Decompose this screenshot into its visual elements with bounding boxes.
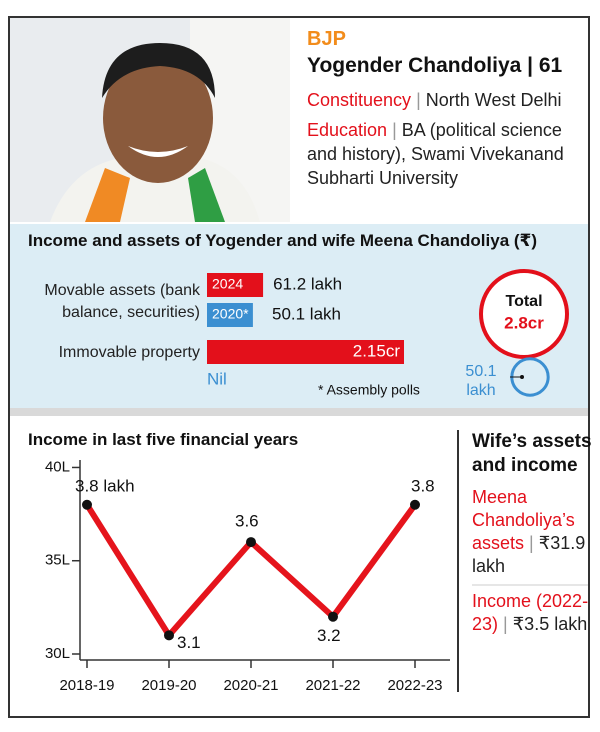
party: BJP (307, 28, 346, 50)
divider: | (392, 120, 397, 140)
constituency: Constituency | North West Delhi (307, 88, 592, 112)
point (328, 611, 338, 622)
total-value: 50.1 lakh (465, 363, 497, 399)
photo (10, 18, 290, 222)
y-tick-label: 35L (45, 552, 70, 569)
photo-art (10, 18, 290, 222)
category-label: Immovable property (58, 344, 200, 361)
point (410, 499, 420, 510)
x-tick-label: 2021-22 (305, 677, 360, 694)
x-tick-label: 2018-19 (59, 677, 114, 694)
value: BA (political science and history), Swam… (307, 120, 564, 188)
leader-dot (520, 375, 524, 379)
candidate-name: Yogender Chandoliya | 61 (307, 54, 563, 77)
point (246, 537, 256, 548)
category-label: Movable assets (bank balance, securities… (44, 282, 200, 321)
value: North West Delhi (425, 90, 562, 110)
y-tick-label: 30L (45, 645, 70, 662)
label: Education (307, 120, 388, 140)
chart-title: Income in last five financial years (28, 430, 299, 449)
value-label: Nil (207, 369, 227, 388)
value-label: 50.1 lakh (272, 304, 341, 323)
point (82, 499, 92, 510)
value-label: 61.2 lakh (273, 274, 342, 293)
wife-title: Wife’s assets and income (472, 431, 592, 476)
divider: | (503, 614, 508, 634)
x-tick-label: 2019-20 (141, 677, 196, 694)
value-label: 3.8 lakh (75, 476, 135, 495)
value-label: 3.1 (177, 633, 201, 652)
label: Meena Chandoliya’s assets (472, 487, 575, 553)
x-tick-label: 2020-21 (223, 677, 278, 694)
note: * Assembly polls (318, 382, 420, 398)
value: ₹3.5 lakh (512, 614, 588, 634)
total-value: 2.8cr (504, 313, 544, 332)
y-tick-label: 40L (45, 458, 70, 475)
x-tick-label: 2022-23 (387, 677, 442, 694)
legend-label: 2024 (212, 276, 243, 292)
bar (207, 340, 404, 364)
value: ₹31.9 lakh (472, 533, 586, 576)
separator (10, 408, 588, 416)
total-title: Total (505, 293, 542, 310)
value-label: 3.2 (317, 626, 341, 645)
value-label: 2.15cr (353, 341, 401, 360)
legend-label: 2020* (212, 306, 249, 322)
frame (8, 16, 590, 718)
bar (207, 303, 253, 327)
value-label: 3.6 (235, 512, 259, 531)
divider: | (416, 90, 421, 110)
bar (207, 273, 264, 297)
wife-item: Meena Chandoliya’s assets | ₹31.9 lakh (472, 486, 592, 578)
point (164, 630, 174, 641)
total-circle (479, 269, 569, 359)
value-label: 3.8 (411, 476, 435, 495)
label: Income (2022-23) (472, 591, 589, 634)
label: Constituency (307, 90, 412, 110)
wife-item: Income (2022-23) | ₹3.5 lakh (472, 590, 592, 636)
divider: | (529, 533, 534, 553)
chart-title: Income and assets of Yogender and wife M… (28, 231, 538, 250)
education: Education | BA (political science and hi… (307, 118, 592, 190)
